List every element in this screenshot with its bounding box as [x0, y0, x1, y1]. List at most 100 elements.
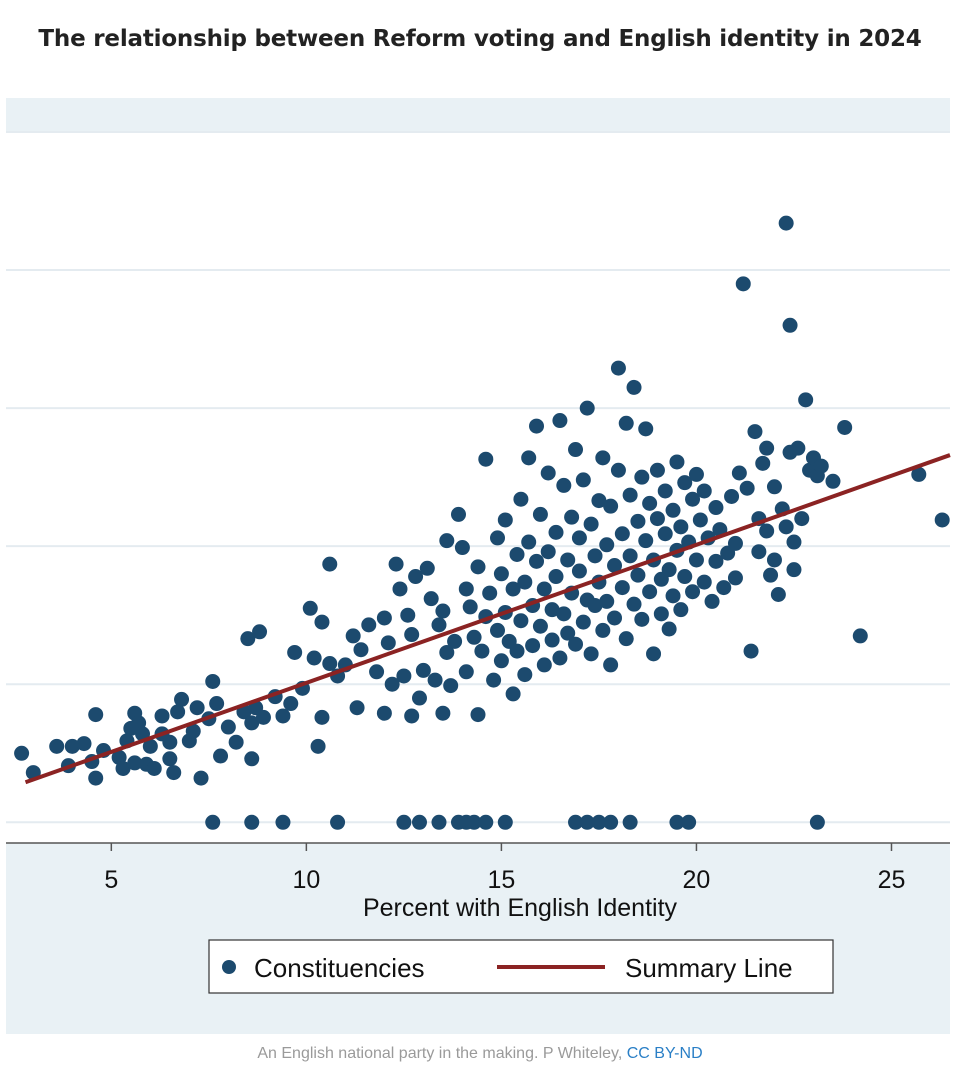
data-point	[450, 506, 466, 522]
data-point	[497, 512, 513, 528]
data-point	[786, 562, 802, 578]
data-point	[755, 455, 771, 471]
data-point	[505, 581, 521, 597]
data-point	[794, 511, 810, 527]
data-point	[435, 603, 451, 619]
data-point	[369, 664, 385, 680]
data-point	[716, 580, 732, 596]
data-point	[766, 552, 782, 568]
data-point	[579, 400, 595, 416]
data-point	[642, 495, 658, 511]
data-point	[345, 628, 361, 644]
data-point	[724, 488, 740, 504]
data-point	[778, 215, 794, 231]
data-point	[638, 421, 654, 437]
x-tick-label: 25	[878, 866, 906, 894]
data-point	[427, 672, 443, 688]
data-point	[688, 552, 704, 568]
data-point	[470, 559, 486, 575]
x-tick-label: 20	[683, 866, 711, 894]
data-point	[751, 544, 767, 560]
data-point	[575, 472, 591, 488]
data-point	[790, 440, 806, 456]
data-point	[583, 516, 599, 532]
data-point	[747, 424, 763, 440]
data-point	[439, 644, 455, 660]
data-point	[205, 673, 221, 689]
data-point	[404, 627, 420, 643]
data-point	[532, 618, 548, 634]
data-point	[252, 624, 268, 640]
data-point	[770, 586, 786, 602]
x-ticks: 5 10 15 20 25	[104, 843, 905, 894]
data-point	[685, 491, 701, 507]
gridlines	[6, 131, 950, 824]
data-point	[396, 668, 412, 684]
data-point	[708, 500, 724, 516]
x-tick-label: 5	[104, 866, 118, 894]
data-point	[454, 540, 470, 556]
data-point	[673, 602, 689, 618]
data-point	[579, 814, 595, 830]
data-point	[462, 599, 478, 615]
caption-text: An English national party in the making.…	[257, 1045, 627, 1062]
data-point	[275, 708, 291, 724]
data-point	[517, 667, 533, 683]
data-point	[548, 524, 564, 540]
data-point	[571, 563, 587, 579]
data-point	[610, 360, 626, 376]
data-point	[509, 546, 525, 562]
data-point	[646, 646, 662, 662]
data-point	[127, 755, 143, 771]
license-link[interactable]: CC BY-ND	[626, 1045, 703, 1062]
data-point	[384, 676, 400, 692]
data-point	[505, 686, 521, 702]
chart-title: The relationship between Reform voting a…	[38, 26, 922, 52]
data-point	[568, 636, 584, 652]
data-point	[88, 707, 104, 723]
data-point	[739, 480, 755, 496]
data-point	[322, 556, 338, 572]
data-point	[540, 544, 556, 560]
data-point	[193, 770, 209, 786]
data-point	[677, 569, 693, 585]
data-point	[189, 700, 205, 716]
data-point	[556, 477, 572, 493]
data-point	[439, 533, 455, 549]
data-point	[408, 569, 424, 585]
data-point	[618, 631, 634, 647]
data-point	[560, 552, 576, 568]
data-point	[568, 442, 584, 458]
data-point	[244, 751, 260, 767]
data-point	[661, 562, 677, 578]
data-point	[911, 466, 927, 482]
data-point	[634, 611, 650, 627]
data-point	[536, 657, 552, 673]
data-point	[529, 418, 545, 434]
data-point	[607, 558, 623, 574]
data-point	[209, 696, 225, 712]
data-point	[478, 451, 494, 467]
data-point	[162, 751, 178, 767]
data-point	[622, 548, 638, 564]
data-point	[591, 493, 607, 509]
data-point	[626, 596, 642, 612]
data-point	[509, 643, 525, 659]
data-point	[529, 553, 545, 569]
legend: Constituencies Summary Line	[208, 939, 834, 994]
data-point	[727, 570, 743, 586]
data-point	[595, 622, 611, 638]
data-point	[599, 537, 615, 553]
data-point	[727, 535, 743, 551]
data-point	[49, 738, 65, 754]
data-point	[392, 581, 408, 597]
data-point	[166, 765, 182, 781]
data-point	[610, 462, 626, 478]
data-point	[419, 560, 435, 576]
data-point	[205, 814, 221, 830]
data-point	[587, 598, 603, 614]
data-point	[404, 708, 420, 724]
x-tick-label: 10	[292, 866, 320, 894]
constituency-points	[14, 215, 950, 830]
data-point	[813, 458, 829, 474]
